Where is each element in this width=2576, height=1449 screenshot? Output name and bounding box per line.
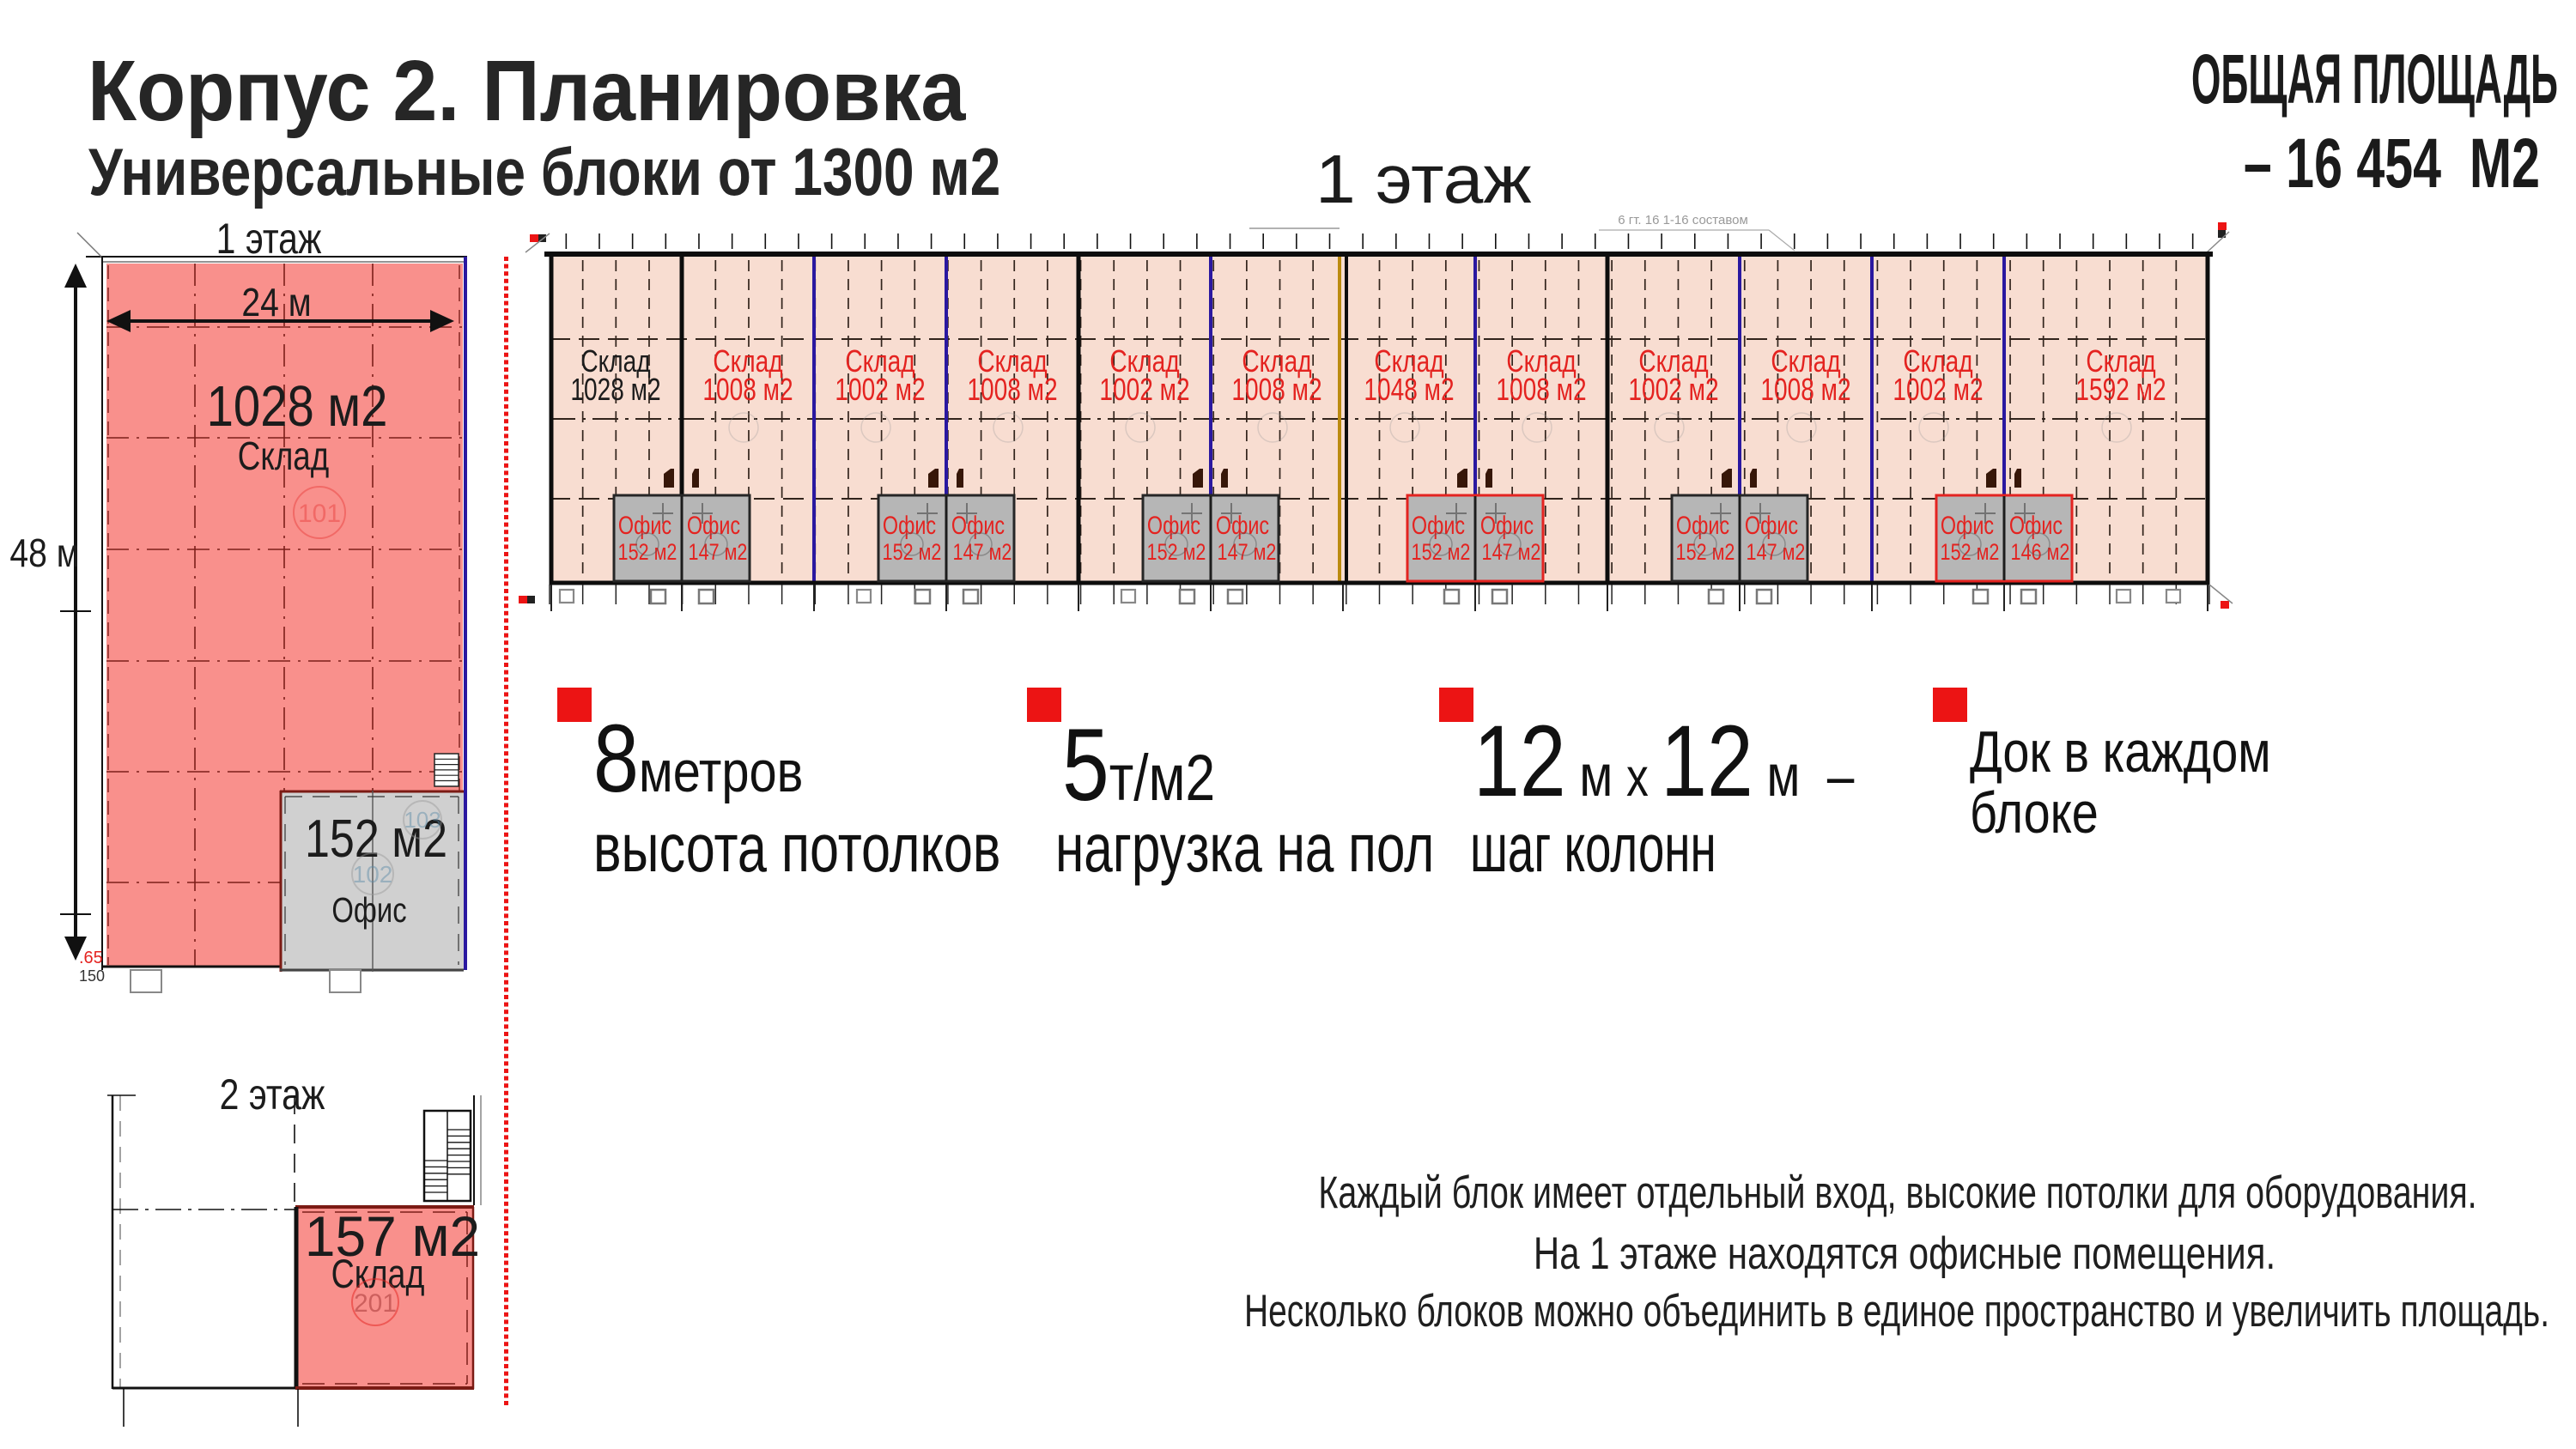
svg-text:1592 м2: 1592 м2 xyxy=(2075,373,2166,407)
svg-text:Склад: Склад xyxy=(2086,344,2155,379)
svg-text:48 м: 48 м xyxy=(9,531,79,576)
svg-text:Склад: Склад xyxy=(1771,344,1840,379)
svg-text:Офис: Офис xyxy=(1745,511,1798,539)
svg-text:1008 м2: 1008 м2 xyxy=(1496,373,1586,407)
svg-text:150: 150 xyxy=(79,967,105,985)
svg-text:147 м2: 147 м2 xyxy=(689,540,748,566)
svg-text:1008 м2: 1008 м2 xyxy=(1231,373,1321,407)
svg-text:Склад: Склад xyxy=(238,433,329,478)
svg-text:Офис: Офис xyxy=(1216,511,1269,539)
svg-text:1008 м2: 1008 м2 xyxy=(1760,373,1850,407)
svg-text:152 м2: 152 м2 xyxy=(618,540,677,566)
svg-text:1008 м2: 1008 м2 xyxy=(702,373,793,407)
svg-text:1028 м2: 1028 м2 xyxy=(207,374,388,439)
svg-text:.65: .65 xyxy=(79,949,103,967)
svg-text:152 м2: 152 м2 xyxy=(1147,540,1206,566)
svg-text:Офис: Офис xyxy=(618,511,671,539)
svg-text:Офис: Офис xyxy=(1941,511,1994,539)
svg-text:Офис: Офис xyxy=(1147,511,1200,539)
svg-text:Склад: Склад xyxy=(1374,344,1443,379)
svg-text:Склад: Склад xyxy=(1903,344,1972,379)
svg-text:1 этаж: 1 этаж xyxy=(216,215,322,263)
svg-text:Склад: Склад xyxy=(580,344,650,379)
svg-text:1008 м2: 1008 м2 xyxy=(967,373,1057,407)
svg-text:Склад: Склад xyxy=(977,344,1047,379)
svg-text:Склад: Склад xyxy=(331,1252,425,1297)
svg-text:Склад: Склад xyxy=(713,344,782,379)
svg-text:152 м2: 152 м2 xyxy=(1412,540,1471,566)
svg-text:103: 103 xyxy=(404,807,440,833)
svg-text:147 м2: 147 м2 xyxy=(1482,540,1541,566)
svg-text:Офис: Офис xyxy=(2009,511,2063,539)
svg-text:Склад: Склад xyxy=(1242,344,1311,379)
svg-text:152 м2: 152 м2 xyxy=(305,809,447,869)
svg-text:Офис: Офис xyxy=(687,511,740,539)
svg-text:24 м: 24 м xyxy=(241,281,311,325)
svg-text:Офис: Офис xyxy=(1480,511,1534,539)
svg-text:Офис: Офис xyxy=(331,889,406,929)
svg-text:1002 м2: 1002 м2 xyxy=(835,373,925,407)
svg-text:102: 102 xyxy=(353,861,393,888)
svg-text:152 м2: 152 м2 xyxy=(1941,540,2000,566)
svg-text:2 этаж: 2 этаж xyxy=(220,1070,325,1119)
svg-text:152 м2: 152 м2 xyxy=(883,540,942,566)
svg-text:6 гт. 16 1-16 составом: 6 гт. 16 1-16 составом xyxy=(1618,213,1748,227)
svg-text:147 м2: 147 м2 xyxy=(953,540,1012,566)
svg-text:147 м2: 147 м2 xyxy=(1218,540,1277,566)
svg-text:1002 м2: 1002 м2 xyxy=(1099,373,1189,407)
svg-text:101: 101 xyxy=(298,500,341,528)
svg-text:147 м2: 147 м2 xyxy=(1747,540,1806,566)
svg-text:Склад: Склад xyxy=(845,344,914,379)
svg-text:201: 201 xyxy=(354,1289,397,1318)
svg-text:146 м2: 146 м2 xyxy=(2011,540,2070,566)
svg-text:Офис: Офис xyxy=(883,511,936,539)
svg-text:Офис: Офис xyxy=(1676,511,1729,539)
svg-text:1002 м2: 1002 м2 xyxy=(1893,373,1983,407)
svg-text:Склад: Склад xyxy=(1109,344,1179,379)
svg-text:1028 м2: 1028 м2 xyxy=(570,373,660,407)
svg-text:1048 м2: 1048 м2 xyxy=(1364,373,1454,407)
svg-text:Офис: Офис xyxy=(1412,511,1465,539)
svg-text:Склад: Склад xyxy=(1638,344,1708,379)
svg-text:157 м2: 157 м2 xyxy=(305,1204,480,1268)
svg-text:Офис: Офис xyxy=(951,511,1005,539)
svg-text:1002 м2: 1002 м2 xyxy=(1628,373,1718,407)
svg-text:Склад: Склад xyxy=(1506,344,1576,379)
svg-text:152 м2: 152 м2 xyxy=(1676,540,1735,566)
